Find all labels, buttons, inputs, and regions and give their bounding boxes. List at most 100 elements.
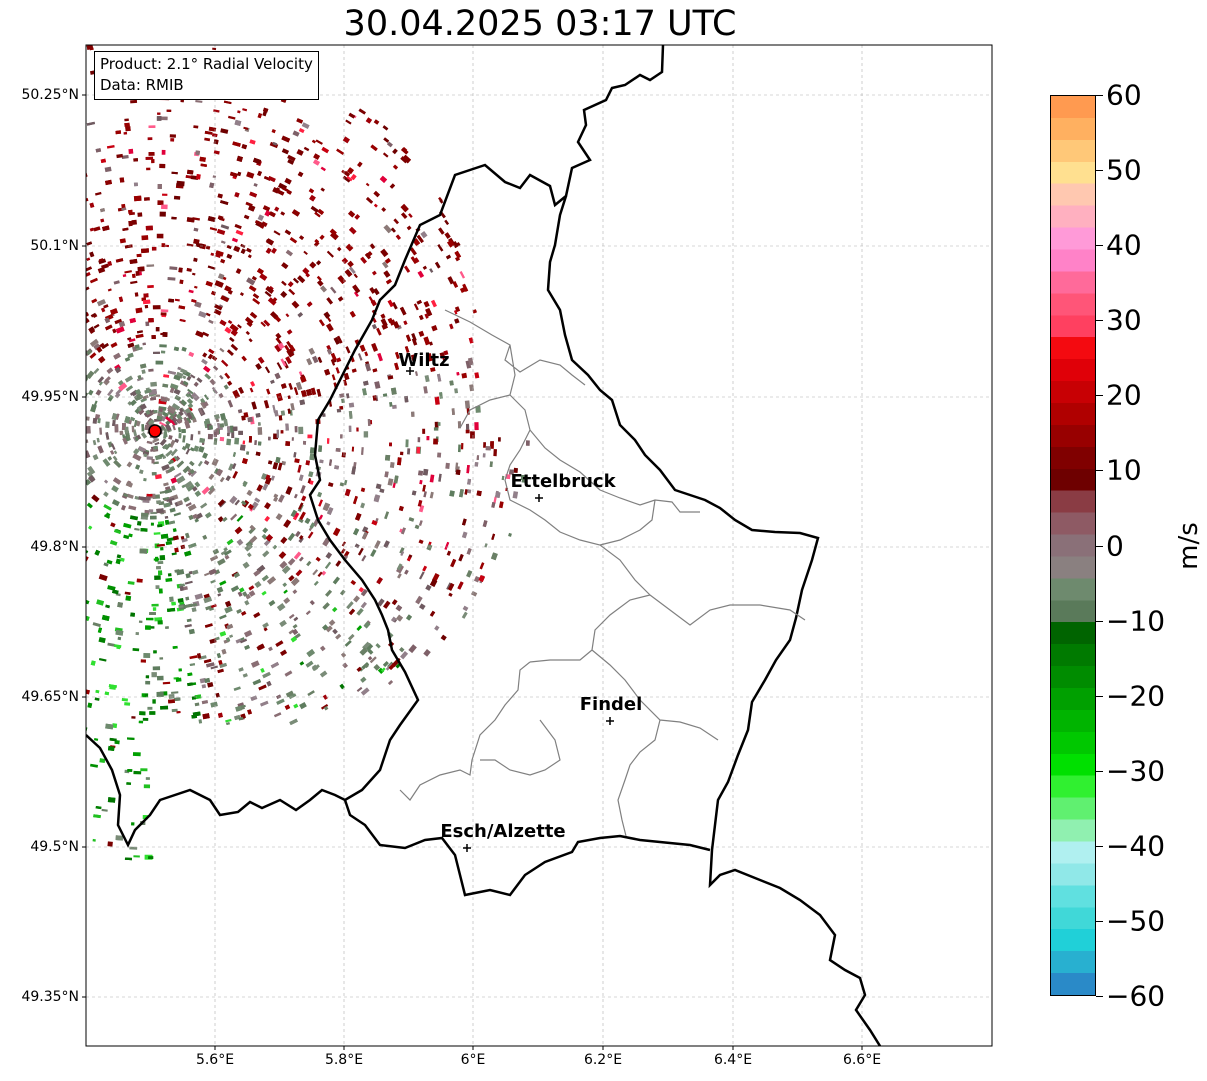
echo-pixel xyxy=(159,344,167,348)
echo-pixel xyxy=(201,358,208,365)
echo-pixel xyxy=(181,538,188,543)
echo-pixel xyxy=(173,195,181,200)
echo-pixel xyxy=(148,368,154,372)
echo-pixel xyxy=(262,483,269,491)
echo-pixel xyxy=(135,307,143,314)
echo-pixel xyxy=(317,208,325,216)
echo-pixel xyxy=(242,591,248,597)
echo-pixel xyxy=(382,125,389,131)
echo-pixel xyxy=(376,327,382,336)
echo-pixel xyxy=(96,299,106,307)
echo-pixel xyxy=(396,614,404,622)
colorbar-tick xyxy=(1096,545,1103,547)
echo-pixel xyxy=(429,491,434,499)
colorbar xyxy=(1050,95,1096,996)
echo-pixel xyxy=(450,558,457,568)
echo-pixel xyxy=(169,134,176,138)
echo-pixel xyxy=(420,231,428,239)
echo-pixel xyxy=(359,647,368,656)
echo-pixel xyxy=(525,440,530,446)
echo-pixel xyxy=(130,99,138,104)
echo-pixel xyxy=(411,411,415,417)
echo-pixel xyxy=(143,293,149,298)
echo-pixel xyxy=(174,298,180,302)
echo-pixel xyxy=(474,462,479,467)
echo-pixel xyxy=(275,332,282,340)
echo-pixel xyxy=(171,708,178,713)
echo-pixel xyxy=(419,571,425,580)
echo-pixel xyxy=(356,427,359,432)
echo-pixel xyxy=(364,363,372,372)
echo-pixel xyxy=(436,373,442,382)
echo-pixel xyxy=(76,746,82,750)
echo-pixel xyxy=(434,396,440,405)
echo-pixel xyxy=(411,490,417,496)
echo-pixel xyxy=(156,543,165,547)
echo-pixel xyxy=(337,296,344,302)
echo-pixel xyxy=(411,333,417,342)
echo-pixel xyxy=(219,631,227,637)
echo-pixel xyxy=(90,312,97,318)
echo-pixel xyxy=(367,419,371,427)
echo-pixel xyxy=(406,448,411,455)
echo-pixel xyxy=(226,349,234,356)
echo-pixel xyxy=(223,549,232,556)
echo-pixel xyxy=(340,548,346,554)
echo-pixel xyxy=(201,486,211,495)
echo-pixel xyxy=(128,533,133,538)
echo-pixel xyxy=(219,476,225,483)
echo-pixel xyxy=(283,597,291,605)
echo-pixel xyxy=(320,285,327,293)
echo-pixel xyxy=(337,246,342,252)
echo-pixel xyxy=(103,504,112,511)
echo-pixel xyxy=(138,720,144,724)
echo-pixel xyxy=(179,585,184,592)
echo-pixel xyxy=(293,616,299,622)
echo-pixel xyxy=(167,370,177,375)
echo-pixel xyxy=(410,256,418,264)
echo-pixel xyxy=(287,159,295,165)
echo-pixel xyxy=(102,225,110,232)
echo-pixel xyxy=(139,469,144,474)
echo-pixel xyxy=(348,402,355,408)
echo-pixel xyxy=(190,603,197,607)
echo-pixel xyxy=(337,275,346,285)
echo-pixel xyxy=(138,408,145,415)
echo-pixel xyxy=(348,425,352,432)
echo-pixel xyxy=(224,600,232,608)
echo-pixel xyxy=(156,116,162,121)
echo-pixel xyxy=(198,407,204,415)
echo-pixel xyxy=(165,397,170,402)
echo-pixel xyxy=(400,203,409,213)
echo-pixel xyxy=(438,473,442,482)
echo-pixel xyxy=(105,179,113,186)
echo-pixel xyxy=(307,477,312,484)
echo-pixel xyxy=(482,453,486,458)
echo-pixel xyxy=(381,323,388,330)
echo-pixel xyxy=(426,544,433,551)
echo-pixel xyxy=(365,182,370,187)
echo-pixel xyxy=(318,445,323,452)
colorbar-tick-label: −10 xyxy=(1106,604,1166,638)
echo-pixel xyxy=(383,540,390,548)
echo-pixel xyxy=(107,388,114,397)
echo-pixel xyxy=(256,268,264,275)
echo-pixel xyxy=(106,559,113,565)
echo-pixel xyxy=(287,532,296,542)
country-border-south xyxy=(343,799,711,897)
echo-pixel xyxy=(400,527,406,535)
echo-pixel xyxy=(315,139,323,145)
echo-pixel xyxy=(190,374,196,379)
echo-pixel xyxy=(187,393,194,400)
echo-pixel xyxy=(175,475,186,484)
echo-pixel xyxy=(143,652,151,658)
echo-pixel xyxy=(326,507,334,516)
echo-pixel xyxy=(255,363,262,370)
echo-pixel xyxy=(226,637,231,642)
echo-pixel xyxy=(364,351,369,357)
lat-label: 49.5°N xyxy=(30,839,79,855)
colorbar-tick-label: −50 xyxy=(1106,904,1166,938)
echo-pixel xyxy=(169,596,174,602)
gridlines xyxy=(82,45,992,1050)
echo-pixel xyxy=(176,500,183,506)
